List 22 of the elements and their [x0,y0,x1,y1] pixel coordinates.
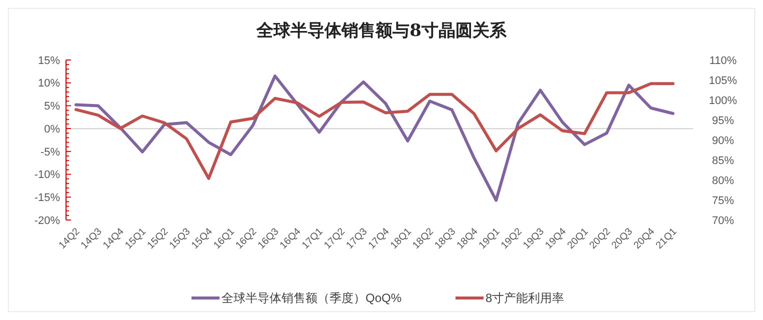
line-series [74,82,674,180]
y-tick-label: 0% [44,123,60,136]
y-tick-label: 15% [38,54,60,67]
y-tick-label: -10% [34,169,60,182]
legend-label: 8寸产能利用率 [486,291,564,306]
y2-tick-label: 75% [712,194,734,207]
y2-tick-label: 105% [708,74,738,87]
y2-tick-label: 100% [708,94,738,107]
y2-tick-label: 110% [709,54,737,67]
y2-tick-label: 80% [712,174,734,187]
y-tick-label: -20% [34,214,60,227]
y-tick-label: 5% [44,100,60,113]
y2-tick-label: 70% [712,214,734,227]
y-tick-label: -15% [34,192,60,204]
chart-title: 全球半导体销售额与8寸晶圆关系 [256,21,508,41]
y2-tick-label: 95% [712,114,734,127]
y-tick-label: 10% [38,78,60,90]
y2-tick-label: 90% [712,134,734,147]
y-tick-label: -5% [40,146,60,158]
legend-label: 全球半导体销售额（季度）QoQ% [222,291,402,306]
y2-tick-label: 85% [712,154,734,167]
line-series [74,74,674,202]
